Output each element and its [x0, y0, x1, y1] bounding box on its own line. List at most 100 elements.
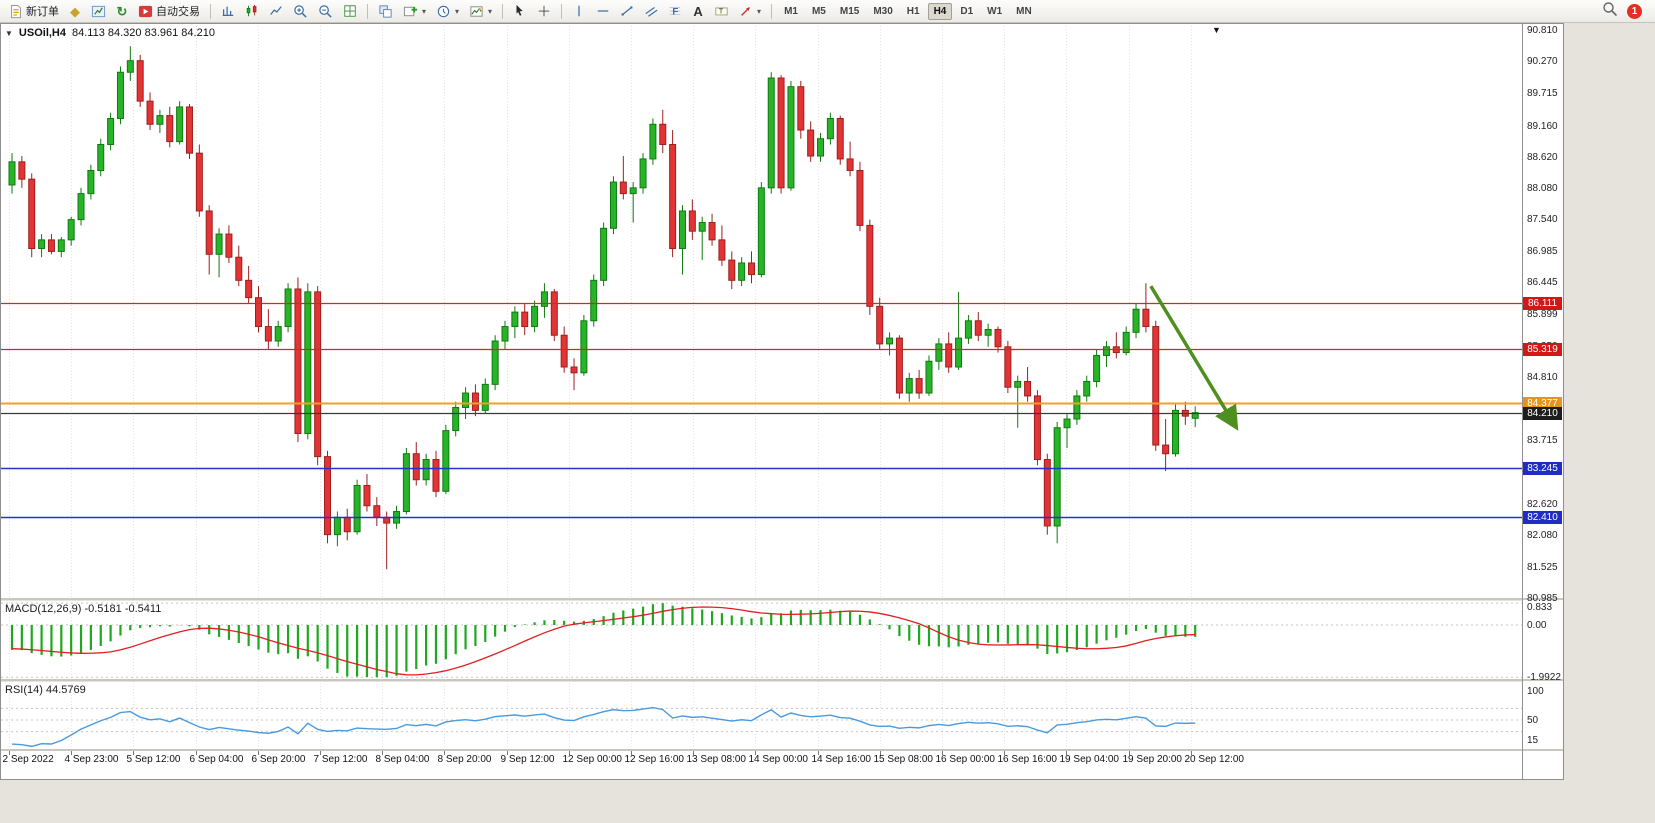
macd-panel[interactable] [1, 601, 1523, 679]
candle-body [708, 222, 716, 241]
candle-body [225, 233, 233, 258]
candle-body [718, 239, 726, 261]
market-watch-button[interactable] [87, 2, 110, 21]
candle-body [649, 123, 657, 160]
candle-body [659, 123, 667, 145]
search-icon[interactable] [1602, 1, 1618, 22]
timeframe-w1[interactable]: W1 [987, 5, 1003, 17]
price-axis[interactable] [1523, 24, 1563, 779]
candle-body [255, 297, 262, 328]
candle-body [955, 337, 963, 368]
zoom-in-button[interactable] [289, 2, 312, 21]
time-axis[interactable] [1, 751, 1523, 779]
rsi-panel[interactable] [1, 682, 1523, 749]
chart-ohlc-readout: 84.113 84.320 83.961 84.210 [72, 27, 215, 39]
candle-body [678, 210, 686, 250]
refresh-button[interactable]: ↻ [112, 2, 132, 21]
timeframe-m15[interactable]: M15 [839, 5, 860, 17]
timeframe-mn[interactable]: MN [1016, 5, 1032, 17]
bar-chart-button[interactable] [217, 2, 239, 21]
cursor-icon [513, 4, 527, 18]
candle-body [777, 77, 785, 189]
panel-separator[interactable] [1, 598, 1563, 600]
horizontal-line-icon [596, 4, 610, 18]
candle-body [442, 430, 450, 492]
timeframe-h4[interactable]: H4 [927, 2, 953, 20]
label-tool[interactable]: T [710, 2, 733, 21]
candle-body [324, 456, 332, 536]
chart-canvas[interactable] [0, 0, 1523, 781]
profile-button[interactable]: ◆ [65, 2, 85, 21]
candle-body [728, 259, 736, 281]
channel-tool[interactable] [640, 2, 662, 21]
template-button[interactable]: ▾ [465, 2, 496, 21]
cursor-button[interactable] [509, 2, 531, 21]
autotrading-icon [138, 4, 153, 19]
candle-body [28, 178, 36, 250]
candle-body [531, 305, 539, 328]
main-toolbar: 新订单 ◆ ↻ 自动交易 ▾ ▾ ▾ F A T ▾ M1 M5 M15 M30… [0, 0, 1655, 23]
timeframe-m1[interactable]: M1 [784, 5, 798, 17]
line-chart-button[interactable] [265, 2, 287, 21]
candle-body [304, 291, 312, 434]
autotrading-button[interactable]: 自动交易 [134, 2, 204, 21]
macd-signal-line [11, 606, 1196, 676]
panel-separator[interactable] [1, 749, 1563, 751]
candle-body [402, 453, 410, 513]
candle-body [748, 262, 755, 276]
horizontal-line-tool[interactable] [592, 2, 614, 21]
candlestick-chart-button[interactable] [241, 2, 263, 21]
fibonacci-tool[interactable]: F [664, 2, 686, 21]
toolbar-separator [771, 3, 773, 19]
candle-body [97, 143, 105, 172]
text-tool[interactable]: A [688, 2, 708, 21]
candle-body [47, 239, 55, 252]
candle-body [284, 288, 292, 328]
grid-button[interactable] [339, 2, 361, 21]
candle-body [432, 459, 440, 492]
candle-body [264, 326, 272, 342]
toolbar-separator [502, 3, 504, 19]
one-click-trading-toggle-icon[interactable]: ▼ [5, 28, 13, 38]
candle-body [925, 360, 933, 394]
main-price-panel[interactable] [1, 24, 1523, 598]
chart-shift-marker[interactable]: ▼ [1212, 25, 1221, 35]
zoom-in-icon [293, 4, 308, 19]
label-icon: T [714, 4, 729, 18]
chart-symbol-period: USOil,H4 [18, 27, 66, 39]
candle-body [945, 343, 953, 368]
new-order-button[interactable]: 新订单 [5, 2, 63, 21]
timeframe-m5[interactable]: M5 [811, 5, 826, 17]
trendline-tool[interactable] [616, 2, 638, 21]
candle-body [1053, 427, 1061, 527]
period-button[interactable]: ▾ [432, 2, 463, 21]
tile-windows-button[interactable] [374, 2, 397, 21]
trend-arrow-annotation[interactable] [1149, 285, 1239, 431]
candlestick-chart-icon [245, 4, 259, 18]
candle-body [570, 366, 578, 374]
timeframe-h1[interactable]: H1 [906, 5, 920, 17]
dropdown-arrow-icon: ▾ [757, 6, 762, 16]
candle-body [245, 279, 253, 299]
candle-body [422, 459, 430, 481]
candle-body [1083, 380, 1091, 397]
zoom-out-button[interactable] [314, 2, 337, 21]
vertical-line-tool[interactable] [568, 2, 590, 21]
dropdown-arrow-icon: ▾ [422, 6, 427, 16]
candle-body [836, 117, 844, 160]
candle-body [886, 337, 894, 345]
candle-body [600, 227, 608, 281]
arrows-tool[interactable]: ▾ [735, 2, 765, 21]
candle-body [373, 505, 381, 518]
candle-body [462, 392, 470, 408]
profile-diamond-icon: ◆ [70, 3, 80, 19]
crosshair-button[interactable] [533, 2, 555, 21]
notification-badge[interactable]: 1 [1627, 3, 1642, 19]
dropdown-arrow-icon: ▾ [455, 6, 460, 16]
candle-body [501, 326, 509, 342]
new-chart-button[interactable]: ▾ [399, 2, 430, 21]
timeframe-d1[interactable]: D1 [960, 5, 974, 17]
timeframe-m30[interactable]: M30 [873, 5, 893, 17]
candle-body [757, 187, 765, 276]
panel-separator[interactable] [1, 679, 1563, 681]
